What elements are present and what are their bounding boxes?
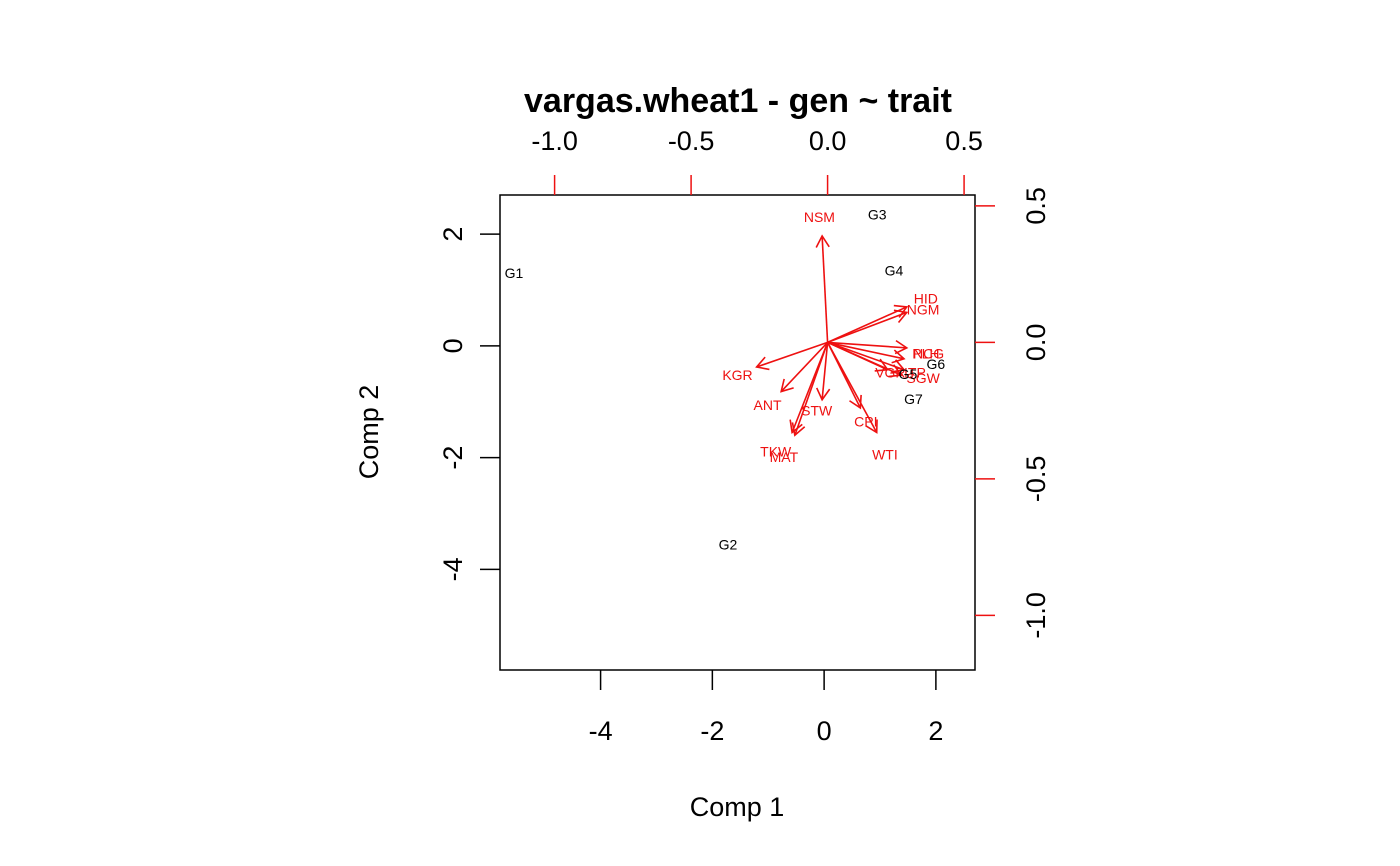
x-bottom-tick-label: -4 <box>589 716 613 746</box>
trait-label: ITP <box>904 364 926 380</box>
trait-arrow-head <box>894 339 909 355</box>
x-bottom-tick-label: -2 <box>700 716 724 746</box>
trait-label: PLH <box>912 345 939 361</box>
trait-label: ANT <box>754 397 782 413</box>
trait-arrow <box>827 341 905 371</box>
trait-arrow-head <box>789 419 803 434</box>
genotype-label: G6 <box>927 356 946 372</box>
trait-arrow-head <box>865 419 878 434</box>
x-top-tick-label: 0.0 <box>809 126 847 156</box>
trait-arrow <box>826 342 878 433</box>
trait-label: NGM <box>907 302 940 318</box>
genotype-label: G2 <box>719 536 738 552</box>
trait-arrow <box>780 341 829 393</box>
trait-label: NSM <box>804 209 835 225</box>
trait-arrow-head <box>791 422 806 437</box>
trait-arrow-head <box>891 359 906 373</box>
y-right-tick-label: -1.0 <box>1021 592 1051 639</box>
y-left-tick-label: -2 <box>438 446 468 470</box>
trait-arrow <box>821 342 829 400</box>
chart-title: vargas.wheat1 - gen ~ trait <box>524 82 952 120</box>
trait-label: STW <box>801 403 833 419</box>
y-left-tick-label: 0 <box>438 338 468 353</box>
trait-arrow <box>827 341 905 360</box>
y-left-tick-label: -4 <box>438 557 468 581</box>
genotype-label: G5 <box>899 366 918 382</box>
x-axis-label: Comp 1 <box>690 792 785 822</box>
genotype-label: G7 <box>904 391 923 407</box>
trait-arrow-head <box>891 349 906 364</box>
trait-arrow-head <box>849 394 862 410</box>
y-axis-left: 2 0 -2 -4 <box>438 227 500 581</box>
trait-label: TKW <box>760 444 792 460</box>
trait-arrow <box>821 235 829 343</box>
plot-frame <box>499 194 976 671</box>
y-left-tick-label: 2 <box>438 227 468 242</box>
trait-arrow-head <box>888 364 903 378</box>
trait-arrow <box>827 341 907 349</box>
trait-arrow-head <box>893 309 909 323</box>
genotype-label: G3 <box>868 207 887 223</box>
x-bottom-tick-label: 0 <box>817 716 832 746</box>
trait-label: CPI <box>854 414 877 430</box>
trait-arrow-head <box>780 378 794 393</box>
y-axis-right: 0.5 0.0 -0.5 -1.0 <box>975 187 1051 639</box>
trait-arrow <box>756 341 828 368</box>
x-axis-top: -1.0 -0.5 0.0 0.5 <box>531 126 983 195</box>
y-right-tick-label: 0.5 <box>1021 187 1051 225</box>
trait-label: KGR <box>722 367 752 383</box>
trait-arrow-head <box>755 356 770 371</box>
genotype-labels: G1 G2 G3 G4 G5 G6 G7 <box>505 207 946 553</box>
trait-arrow <box>827 311 908 344</box>
trait-arrow <box>827 341 902 376</box>
x-axis-bottom: -4 -2 0 2 <box>589 670 943 746</box>
y-axis-label: Comp 2 <box>354 385 384 480</box>
x-bottom-tick-label: 2 <box>928 716 943 746</box>
trait-label: MAT <box>770 449 799 465</box>
trait-label: SGW <box>906 370 940 386</box>
trait-label: WTI <box>872 446 898 462</box>
x-top-tick-label: -0.5 <box>668 126 715 156</box>
x-top-tick-label: 0.5 <box>945 126 983 156</box>
trait-label: HID <box>914 291 938 307</box>
trait-arrow-head <box>815 234 830 248</box>
trait-arrow <box>794 342 829 436</box>
trait-label: NCG <box>913 345 944 361</box>
genotype-label: G4 <box>885 262 904 278</box>
trait-label: VGR <box>875 364 905 380</box>
trait-arrow <box>827 306 908 344</box>
x-top-tick-label: -1.0 <box>531 126 578 156</box>
trait-arrow-head <box>815 387 831 402</box>
y-right-tick-label: -0.5 <box>1021 456 1051 503</box>
genotype-label: G1 <box>505 265 524 281</box>
y-right-tick-label: 0.0 <box>1021 324 1051 362</box>
